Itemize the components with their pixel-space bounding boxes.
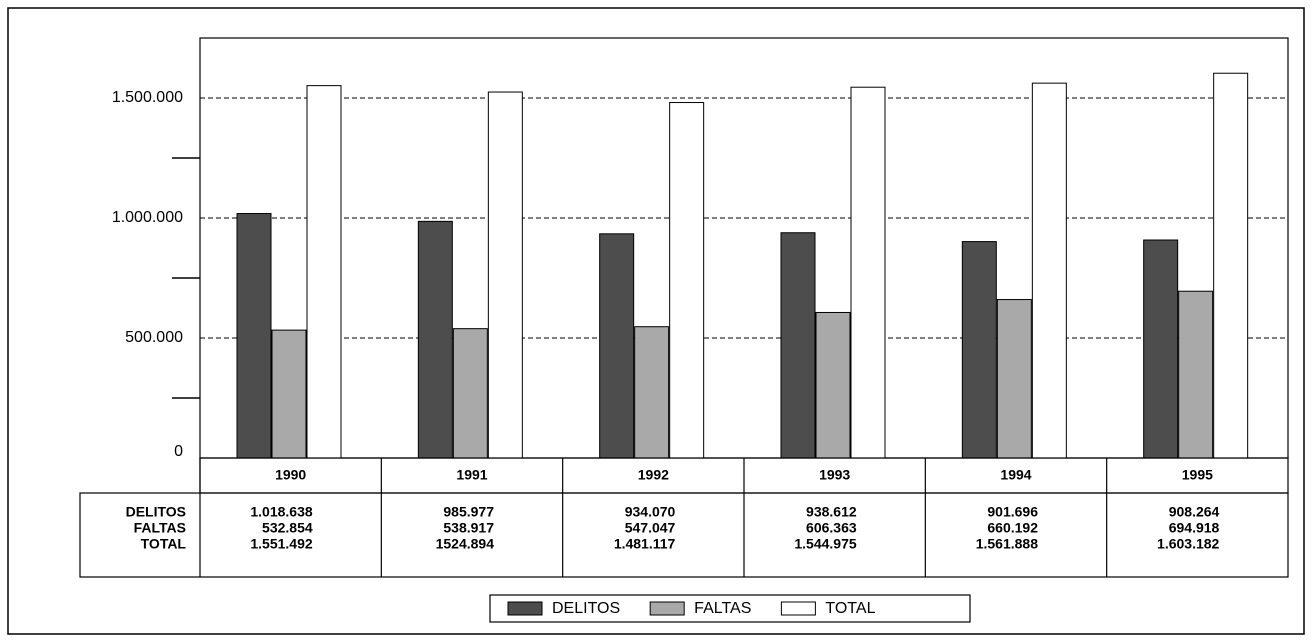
table-value: 1.603.182 — [1157, 536, 1219, 552]
table-value: 1.544.975 — [794, 536, 856, 552]
bar — [669, 102, 705, 459]
bar — [815, 311, 851, 459]
bar — [271, 329, 307, 459]
row-label: TOTAL — [141, 536, 187, 552]
table-value: 538.917 — [443, 520, 494, 536]
bar — [850, 86, 886, 459]
x-tick-label: 1995 — [1182, 467, 1213, 483]
x-tick-label: 1994 — [1000, 467, 1031, 483]
y-tick-label: 0 — [174, 443, 183, 460]
bar — [599, 233, 635, 459]
table-value: 660.192 — [987, 520, 1038, 536]
table-value: 901.696 — [987, 504, 1038, 520]
legend-label: TOTAL — [825, 600, 875, 617]
bar — [996, 299, 1032, 459]
bar — [452, 328, 488, 459]
table-value: 606.363 — [806, 520, 857, 536]
table-value: 938.612 — [806, 504, 857, 520]
table-value: 532.854 — [262, 520, 313, 536]
bar — [780, 232, 816, 459]
y-tick-label: 1.000.000 — [112, 209, 183, 226]
bar — [1213, 72, 1249, 459]
table-value: 547.047 — [625, 520, 676, 536]
legend-swatch — [780, 601, 816, 616]
table-value: 694.918 — [1169, 520, 1220, 536]
bar — [634, 326, 670, 459]
bar — [1178, 290, 1214, 459]
legend-swatch — [507, 601, 543, 616]
table-value: 908.264 — [1169, 504, 1220, 520]
bar — [417, 220, 453, 459]
x-tick-label: 1991 — [456, 467, 487, 483]
bar — [487, 91, 523, 459]
frame — [7, 7, 1305, 635]
table-value: 1524.894 — [436, 536, 495, 552]
y-tick-label: 500.000 — [125, 329, 183, 346]
row-label: FALTAS — [134, 520, 186, 536]
table-value: 1.481.117 — [614, 536, 676, 552]
table-value: 985.977 — [443, 504, 494, 520]
y-tick-label: 1.500.000 — [112, 89, 183, 106]
bar — [1031, 82, 1067, 459]
x-tick-label: 1992 — [638, 467, 669, 483]
bar — [1143, 239, 1179, 459]
x-tick-label: 1993 — [819, 467, 850, 483]
legend-label: FALTAS — [694, 600, 751, 617]
table-value: 1.018.638 — [250, 504, 312, 520]
bar — [306, 85, 342, 459]
x-tick-label: 1990 — [275, 467, 306, 483]
legend-box — [489, 594, 971, 623]
legend-label: DELITOS — [552, 600, 620, 617]
plot-frame — [199, 37, 1289, 459]
table-value: 1.551.492 — [250, 536, 312, 552]
bar — [961, 241, 997, 459]
table-value: 934.070 — [625, 504, 676, 520]
table-value: 1.561.888 — [976, 536, 1038, 552]
bar — [236, 213, 272, 459]
table-frame — [79, 492, 1289, 578]
row-label: DELITOS — [126, 504, 186, 520]
legend-swatch — [649, 601, 685, 616]
